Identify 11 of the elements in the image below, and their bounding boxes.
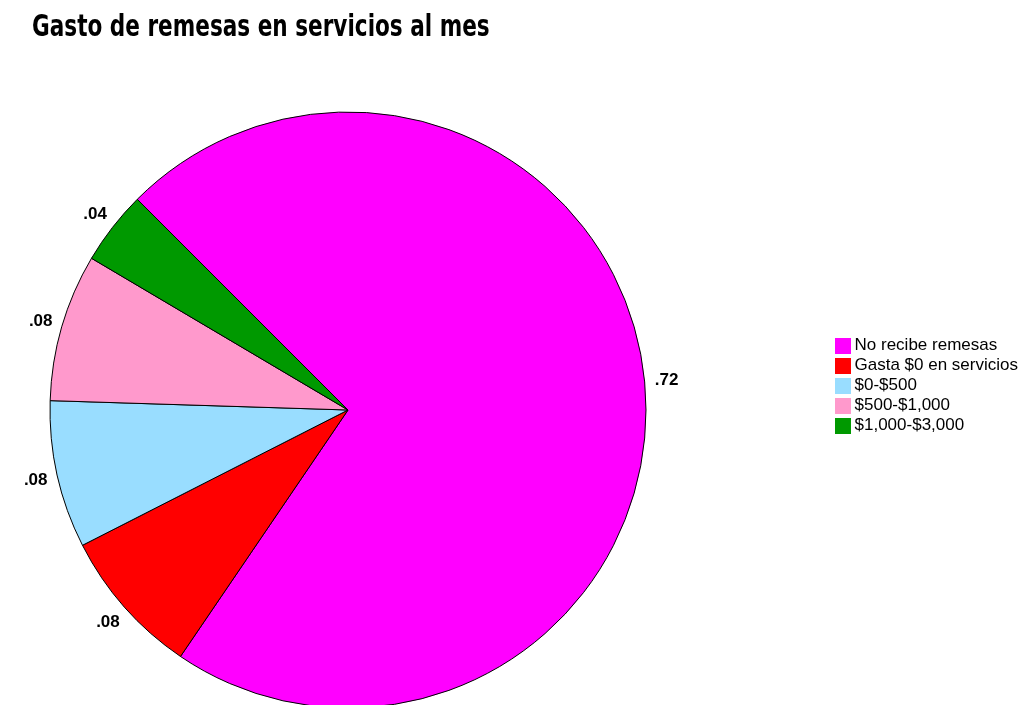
data-label: .72 <box>654 370 679 390</box>
legend-label: $1,000-$3,000 <box>854 415 965 434</box>
legend-label: $0-$500 <box>854 375 917 394</box>
legend-label: No recibe remesas <box>854 335 998 354</box>
data-label: .04 <box>83 204 108 224</box>
legend-label: Gasta $0 en servicios <box>854 355 1018 374</box>
data-label: .08 <box>28 311 53 331</box>
chart-title: Gasto de remesas en servicios al mes <box>31 8 491 45</box>
data-label: .08 <box>23 470 48 490</box>
data-label: .08 <box>96 612 120 632</box>
legend-label: $500-$1,000 <box>854 395 951 414</box>
